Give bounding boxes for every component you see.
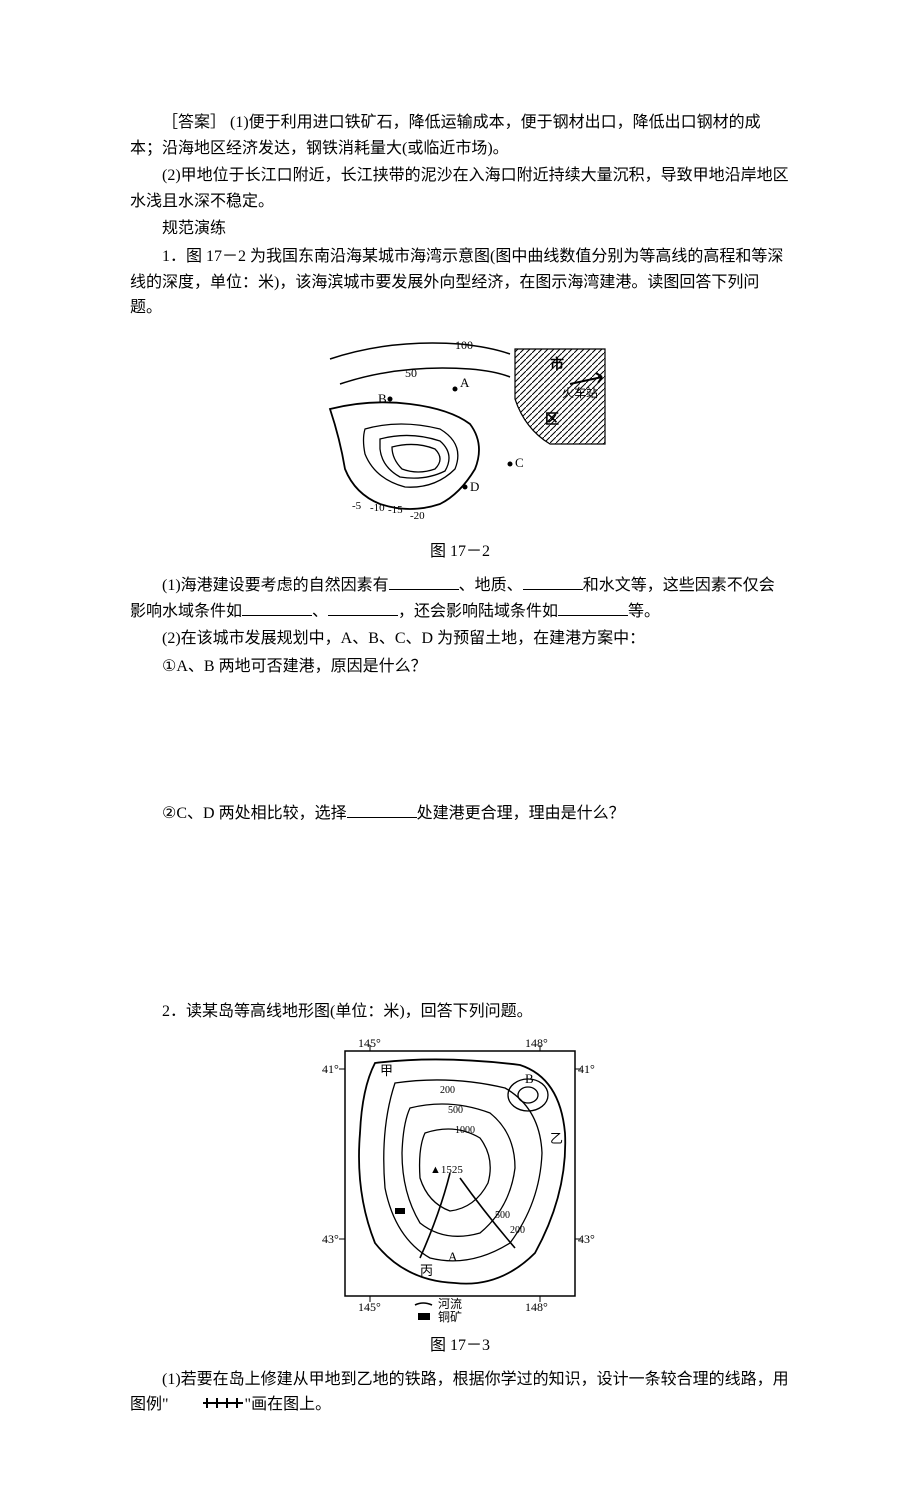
point-b2: B [525,1071,534,1086]
c1000: 1000 [455,1125,475,1136]
district-label: 区 [545,412,559,428]
station-label: 火车站 [562,385,598,400]
point-a: A [460,375,470,390]
c500b: 500 [495,1210,510,1221]
c200b: 200 [510,1225,525,1236]
answer-text-2: (2)甲地位于长江口附近，长江挟带的泥沙在入海口附近持续大量沉积，导致甲地沿岸地… [130,167,789,210]
depth-15: -15 [388,504,403,516]
answer-para-2: (2)甲地位于长江口附近，长江挟带的泥沙在入海口附近持续大量沉积，导致甲地沿岸地… [130,163,790,214]
depth-10: -10 [370,502,385,514]
figure-17-2: 100 50 -5 -10 -15 -20 A B C D 市 区 火车站 [130,329,790,565]
figure-17-3: 145° 148° 145° 148° 41° 41° 43° 43° ▲152… [130,1033,790,1359]
city-label: 市 [550,356,564,373]
blank-field[interactable] [523,574,583,590]
point-jia: 甲 [380,1063,393,1078]
practice-header: 规范演练 [130,216,790,242]
blank-field[interactable] [389,574,459,590]
q1-sub2-q1: ①A、B 两地可否建港，原因是什么？ [130,654,790,680]
point-bing: 丙 [420,1263,433,1278]
legend-mine: 铜矿 [438,1309,462,1323]
blank-field[interactable] [347,802,417,818]
point-a2: A [448,1249,458,1264]
q2-sub1: (1)若要在岛上修建从甲地到乙地的铁路，根据你学过的知识，设计一条较合理的线路，… [130,1367,790,1419]
point-d: D [470,479,479,494]
c500: 500 [448,1105,463,1116]
depth-5: -5 [352,500,362,512]
q1-sub2-q2: ②C、D 两处相比较，选择处建港更合理，理由是什么？ [130,801,790,827]
contour-50: 50 [405,366,417,380]
legend-river: 河流 [438,1297,462,1311]
lat-41-l: 41° [322,1062,339,1076]
blank-field[interactable] [558,600,628,616]
lat-43-l: 43° [322,1232,339,1246]
answer-space [130,829,790,999]
contour-100: 100 [455,338,473,352]
lon-148-top: 148° [525,1036,548,1050]
q1-sub1: (1)海港建设要考虑的自然因素有、地质、和水文等，这些因素不仅会影响水域条件如、… [130,573,790,624]
c200: 200 [440,1085,455,1096]
figure-17-2-caption: 图 17－2 [130,539,790,565]
blank-field[interactable] [328,600,398,616]
answer-label: ［答案］ [162,114,226,131]
depth-20: -20 [410,510,425,522]
point-c: C [515,455,524,470]
peak-1525: ▲1525 [430,1164,463,1176]
figure-17-3-caption: 图 17－3 [130,1333,790,1359]
q1-stem: 1．图 17－2 为我国东南沿海某城市海湾示意图(图中曲线数值分别为等高线的高程… [130,244,790,321]
point-yi: 乙 [550,1131,563,1146]
rail-symbol-icon [169,1393,245,1419]
point-b: B [378,391,387,406]
q2-stem: 2．读某岛等高线地形图(单位：米)，回答下列问题。 [130,999,790,1025]
q1-sub2-intro: (2)在该城市发展规划中，A、B、C、D 为预留土地，在建港方案中： [130,626,790,652]
blank-field[interactable] [242,600,312,616]
figure-17-3-svg: 145° 148° 145° 148° 41° 41° 43° 43° ▲152… [320,1033,600,1323]
answer-space [130,681,790,801]
answer-para-1: ［答案］ (1)便于利用进口铁矿石，降低运输成本，便于钢材出口，降低出口钢材的成… [130,110,790,161]
figure-17-2-svg: 100 50 -5 -10 -15 -20 A B C D 市 区 火车站 [310,329,610,529]
